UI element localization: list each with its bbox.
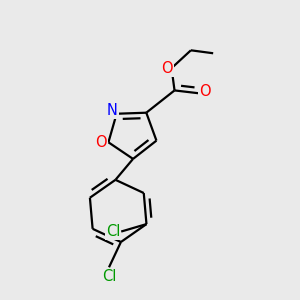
Text: O: O	[161, 61, 173, 76]
Text: O: O	[95, 135, 107, 150]
Text: N: N	[107, 103, 118, 118]
Text: Cl: Cl	[106, 224, 120, 239]
Text: O: O	[199, 84, 211, 99]
Text: Cl: Cl	[102, 269, 116, 284]
